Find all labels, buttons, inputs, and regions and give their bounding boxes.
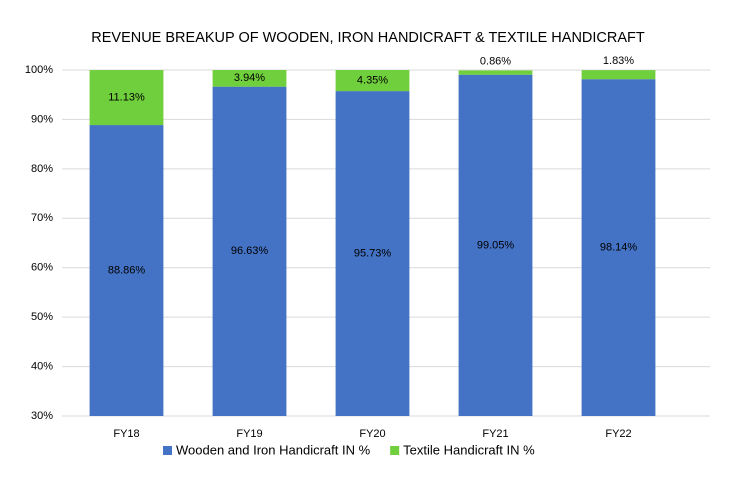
y-tick-label: 70% [31,212,53,224]
bar-segment [335,70,410,92]
bar-segment [335,91,410,416]
y-tick-label: 90% [31,113,53,125]
legend-swatch [390,446,400,455]
bar-segment [581,79,656,416]
data-label: 0.86% [480,55,511,67]
y-tick-label: 50% [31,311,53,323]
legend-label: Textile Handicraft IN % [403,442,535,457]
y-tick-label: 60% [31,262,53,274]
legend-swatch [163,446,172,455]
bar-segment [581,70,656,80]
y-tick-label: 40% [31,360,53,372]
y-tick-label: 30% [31,410,53,422]
x-tick-label: FY19 [236,428,262,440]
data-label: 4.35% [357,74,388,86]
x-tick-label: FY21 [482,428,508,440]
data-label: 3.94% [234,72,265,84]
bars [89,70,656,416]
bar-segment [89,70,164,126]
x-tick-label: FY20 [359,428,385,440]
bar-segment [458,74,533,416]
legend-label: Wooden and Iron Handicraft IN % [176,442,371,457]
data-label: 98.14% [600,242,638,254]
y-tick-label: 80% [31,163,53,175]
chart-title: REVENUE BREAKUP OF WOODEN, IRON HANDICRA… [91,30,645,46]
data-label: 96.63% [231,245,269,257]
bar-segment [458,70,533,75]
x-tick-label: FY22 [605,428,631,440]
bar-segment [212,70,287,87]
data-label: 95.73% [354,247,392,259]
y-tick-label: 100% [25,64,53,76]
data-label: 88.86% [108,264,146,276]
data-label: 11.13% [108,91,145,103]
bar-segment [89,125,164,416]
x-tick-label: FY18 [113,428,139,440]
data-label: 1.83% [603,55,634,67]
bar-segment [212,86,287,416]
data-label: 99.05% [477,239,515,251]
